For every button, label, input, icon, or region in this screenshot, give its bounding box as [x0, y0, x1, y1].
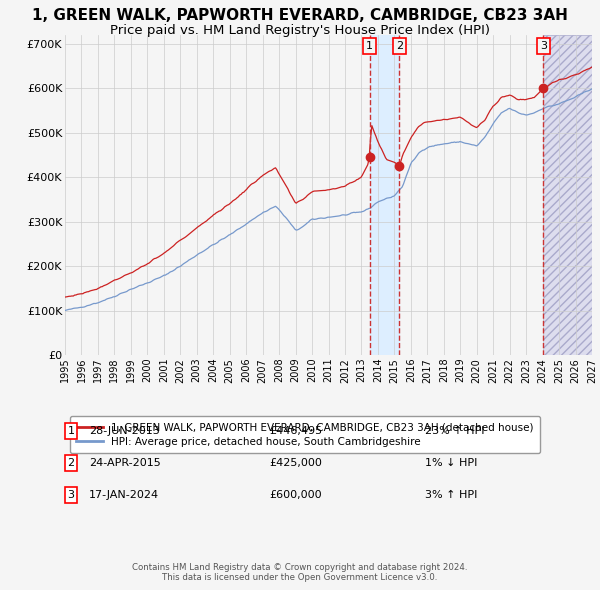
Text: 3: 3	[67, 490, 74, 500]
Text: 3% ↑ HPI: 3% ↑ HPI	[425, 490, 478, 500]
Text: 28-JUN-2013: 28-JUN-2013	[89, 426, 160, 436]
Text: 1: 1	[67, 426, 74, 436]
Text: 2: 2	[67, 458, 74, 468]
Text: 3: 3	[540, 41, 547, 51]
Text: £600,000: £600,000	[269, 490, 322, 500]
Text: 1: 1	[366, 41, 373, 51]
Text: 17-JAN-2024: 17-JAN-2024	[89, 490, 159, 500]
Bar	[543, 35, 592, 355]
Bar	[370, 35, 400, 355]
Text: 1% ↓ HPI: 1% ↓ HPI	[425, 458, 478, 468]
Text: £446,495: £446,495	[269, 426, 322, 436]
Text: £425,000: £425,000	[269, 458, 322, 468]
Text: 23% ↑ HPI: 23% ↑ HPI	[425, 426, 485, 436]
Text: Price paid vs. HM Land Registry's House Price Index (HPI): Price paid vs. HM Land Registry's House …	[110, 24, 490, 37]
Legend: 1, GREEN WALK, PAPWORTH EVERARD, CAMBRIDGE, CB23 3AH (detached house), HPI: Aver: 1, GREEN WALK, PAPWORTH EVERARD, CAMBRID…	[70, 416, 539, 453]
Text: 2: 2	[396, 41, 403, 51]
Text: Contains HM Land Registry data © Crown copyright and database right 2024.
This d: Contains HM Land Registry data © Crown c…	[132, 563, 468, 582]
Text: 24-APR-2015: 24-APR-2015	[89, 458, 161, 468]
Text: 1, GREEN WALK, PAPWORTH EVERARD, CAMBRIDGE, CB23 3AH: 1, GREEN WALK, PAPWORTH EVERARD, CAMBRID…	[32, 8, 568, 23]
